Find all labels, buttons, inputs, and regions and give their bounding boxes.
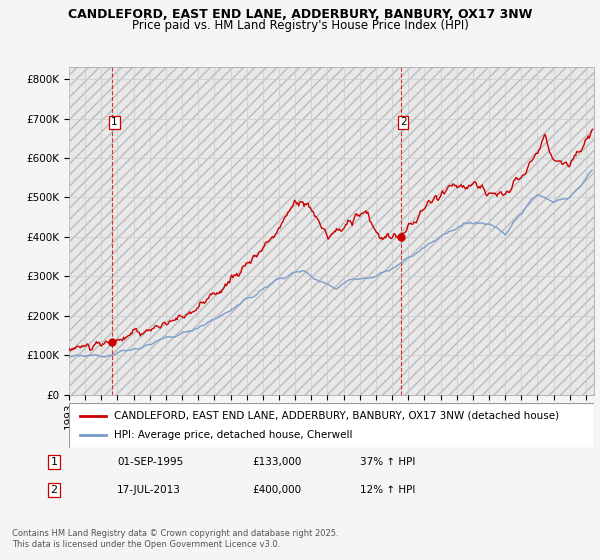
- FancyBboxPatch shape: [69, 403, 594, 448]
- Text: HPI: Average price, detached house, Cherwell: HPI: Average price, detached house, Cher…: [113, 431, 352, 441]
- Text: 01-SEP-1995: 01-SEP-1995: [117, 457, 183, 467]
- Text: 1: 1: [111, 118, 118, 128]
- Text: CANDLEFORD, EAST END LANE, ADDERBURY, BANBURY, OX17 3NW (detached house): CANDLEFORD, EAST END LANE, ADDERBURY, BA…: [113, 410, 559, 421]
- Text: 37% ↑ HPI: 37% ↑ HPI: [360, 457, 415, 467]
- Text: 2: 2: [400, 118, 407, 128]
- Text: 2: 2: [50, 485, 58, 495]
- Text: 17-JUL-2013: 17-JUL-2013: [117, 485, 181, 495]
- Text: £133,000: £133,000: [252, 457, 301, 467]
- Text: Price paid vs. HM Land Registry's House Price Index (HPI): Price paid vs. HM Land Registry's House …: [131, 19, 469, 32]
- Text: 1: 1: [50, 457, 58, 467]
- Text: 12% ↑ HPI: 12% ↑ HPI: [360, 485, 415, 495]
- Text: CANDLEFORD, EAST END LANE, ADDERBURY, BANBURY, OX17 3NW: CANDLEFORD, EAST END LANE, ADDERBURY, BA…: [68, 8, 532, 21]
- Text: Contains HM Land Registry data © Crown copyright and database right 2025.
This d: Contains HM Land Registry data © Crown c…: [12, 529, 338, 549]
- Bar: [69, 67, 594, 395]
- Text: £400,000: £400,000: [252, 485, 301, 495]
